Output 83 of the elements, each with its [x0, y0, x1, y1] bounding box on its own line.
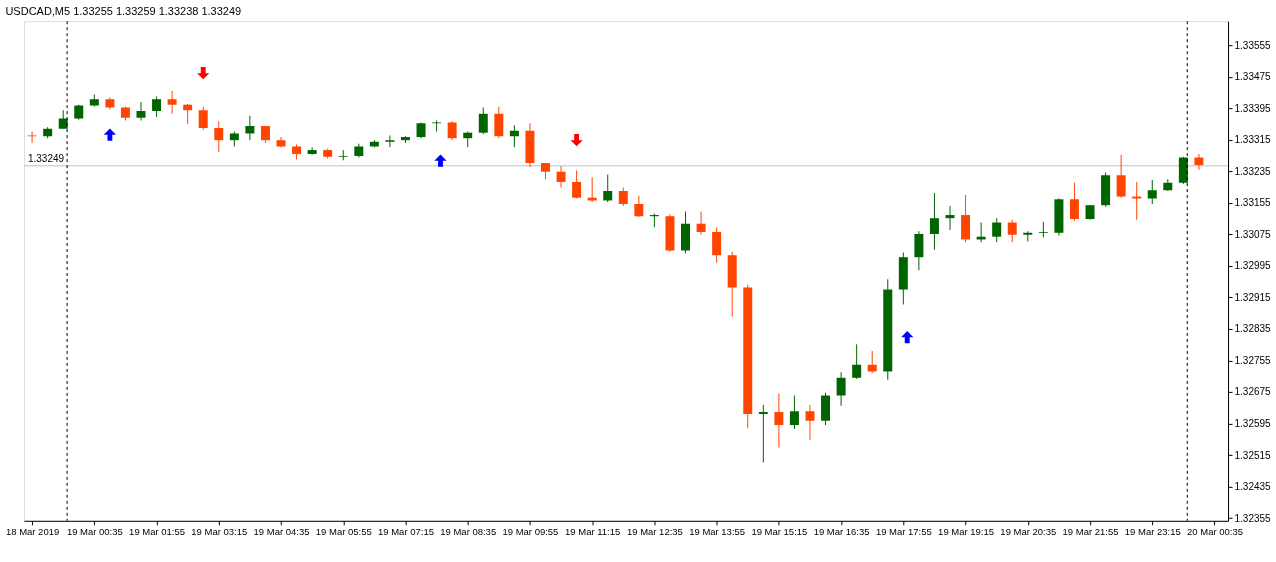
candlestick [1069, 182, 1079, 222]
candlestick [1038, 221, 1048, 239]
x-tick-label: 19 Mar 19:15 [938, 526, 994, 538]
candlestick [1147, 179, 1157, 205]
y-tick-label: 1.32995 [1234, 260, 1272, 272]
point [901, 331, 914, 344]
candlestick [758, 404, 768, 463]
candlestick [385, 134, 395, 148]
point [570, 134, 583, 147]
candlestick [634, 195, 644, 218]
x-tick-label: 19 Mar 17:55 [875, 526, 932, 538]
y-tick-label: 1.32595 [1234, 417, 1272, 429]
candlestick [338, 149, 348, 161]
candlestick [696, 211, 706, 236]
candlestick [478, 106, 488, 135]
y-tick-label: 1.33075 [1234, 228, 1272, 240]
x-tick-label: 19 Mar 13:55 [689, 526, 746, 538]
x-tick-label: 19 Mar 00:35 [66, 526, 123, 538]
candlestick [774, 393, 784, 449]
y-tick-label: 1.32355 [1234, 512, 1272, 524]
x-tick-label: 19 Mar 16:35 [813, 526, 870, 538]
candlestick [27, 131, 37, 144]
candlestick [789, 395, 799, 430]
candlestick [447, 120, 457, 141]
x-tick-label: 19 Mar 03:15 [191, 526, 248, 538]
candlestick [603, 173, 613, 203]
chart-title: USDCAD,M5 1.33255 1.33259 1.33238 1.33249 [5, 4, 242, 17]
candlestick [867, 350, 877, 374]
x-tick-label: 19 Mar 07:15 [378, 526, 434, 538]
y-tick-label: 1.33155 [1234, 197, 1272, 209]
candlestick [1194, 153, 1204, 171]
y-tick-label: 1.33555 [1234, 39, 1272, 51]
y-tick-label: 1.32835 [1234, 323, 1272, 335]
x-tick-label: 19 Mar 05:55 [315, 526, 372, 538]
x-tick-label: 19 Mar 08:35 [440, 526, 497, 538]
candlestick [852, 343, 862, 380]
candlestick [929, 192, 939, 251]
candlestick [805, 404, 815, 441]
y-tick-label: 1.33235 [1234, 165, 1272, 177]
candlestick [183, 103, 193, 125]
candlestick [136, 101, 146, 121]
candlestick [992, 217, 1002, 243]
candlestick [1007, 219, 1017, 243]
candlestick [556, 165, 566, 188]
candlestick [214, 120, 224, 153]
x-tick-label: 19 Mar 21:55 [1062, 526, 1119, 538]
candlestick [914, 230, 924, 271]
point [197, 67, 210, 80]
y-tick-label: 1.32435 [1234, 481, 1272, 493]
point [103, 128, 116, 141]
candlestick [572, 170, 582, 199]
candlestick [618, 186, 628, 207]
candlestick [167, 90, 177, 115]
x-tick-label: 19 Mar 11:15 [565, 526, 621, 538]
candlestick [307, 146, 317, 156]
candlestick [245, 115, 255, 141]
candlestick [712, 226, 722, 264]
candlestick [198, 106, 208, 131]
x-tick-label: 19 Mar 12:35 [626, 526, 683, 538]
candlestick [836, 371, 846, 407]
x-tick-label: 19 Mar 01:55 [129, 526, 185, 538]
candlestick [1116, 154, 1126, 199]
candlestick [494, 106, 504, 139]
y-tick-label: 1.33475 [1234, 71, 1272, 83]
x-tick-label: 19 Mar 20:35 [1000, 526, 1057, 538]
candlestick [152, 95, 162, 118]
x-tick-label: 19 Mar 04:35 [253, 526, 310, 538]
ref-line-label: 1.33249 [27, 152, 65, 164]
y-tick-label: 1.33315 [1234, 134, 1272, 146]
x-tick-label: 18 Mar 2019 [5, 526, 60, 538]
x-tick-label: 19 Mar 23:15 [1124, 526, 1181, 538]
point [434, 154, 447, 167]
y-tick-label: 1.33395 [1234, 102, 1272, 114]
x-tick-label: 20 Mar 00:35 [1187, 526, 1243, 538]
candlestick [432, 119, 442, 133]
y-tick-label: 1.32915 [1234, 291, 1272, 303]
y-tick-label: 1.32675 [1234, 386, 1272, 398]
y-tick-label: 1.32515 [1234, 449, 1272, 461]
candlestick [1132, 181, 1142, 221]
x-tick-label: 19 Mar 15:15 [751, 526, 808, 538]
candlestick [509, 124, 519, 148]
y-tick-label: 1.32755 [1234, 354, 1272, 366]
x-tick-label: 19 Mar 09:55 [502, 526, 559, 538]
